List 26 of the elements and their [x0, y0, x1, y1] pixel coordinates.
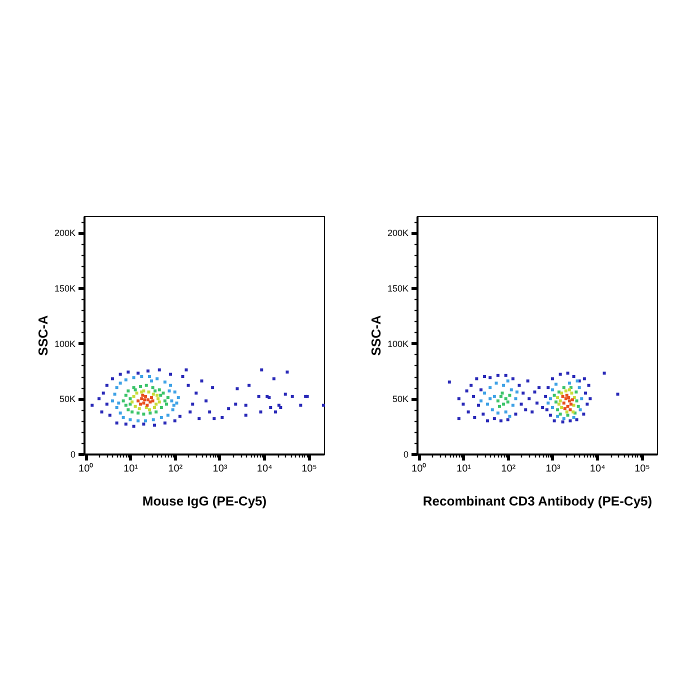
x-tick-label: 10⁵	[302, 464, 317, 474]
y-tick-label: 100K	[54, 338, 76, 349]
x-axis-title: Mouse IgG (PE-Cy5)	[142, 494, 267, 508]
y-tick-label: 50K	[392, 394, 408, 404]
y-tick-label: 0	[403, 450, 408, 460]
y-axis-title: SSC-A	[368, 314, 384, 356]
x-tick-label: 10⁴	[256, 464, 272, 474]
y-axis-title: SSC-A	[35, 314, 50, 356]
x-tick-label: 10¹	[456, 464, 472, 474]
x-tick-label: 10²	[168, 464, 184, 474]
y-tick-label: 0	[70, 450, 76, 460]
x-tick-label: 10⁵	[634, 464, 650, 474]
x-axis-title: Recombinant CD3 Antibody (PE-Cy5)	[422, 494, 652, 508]
x-tick-label: 10³	[546, 464, 561, 474]
y-tick-label: 200K	[54, 228, 76, 238]
y-tick-label: 100K	[387, 338, 408, 349]
y-tick-label: 50K	[59, 394, 76, 404]
y-tick-label: 200K	[387, 228, 408, 238]
y-tick-label: 150K	[387, 283, 408, 294]
x-tick-label: 10⁰	[412, 462, 427, 474]
x-tick-label: 10¹	[124, 464, 139, 474]
x-tick-label: 10³	[212, 464, 228, 474]
y-tick-label: 150K	[54, 283, 76, 294]
x-tick-label: 10⁰	[78, 462, 94, 474]
x-tick-label: 10⁴	[590, 464, 606, 474]
x-tick-label: 10²	[501, 464, 516, 474]
